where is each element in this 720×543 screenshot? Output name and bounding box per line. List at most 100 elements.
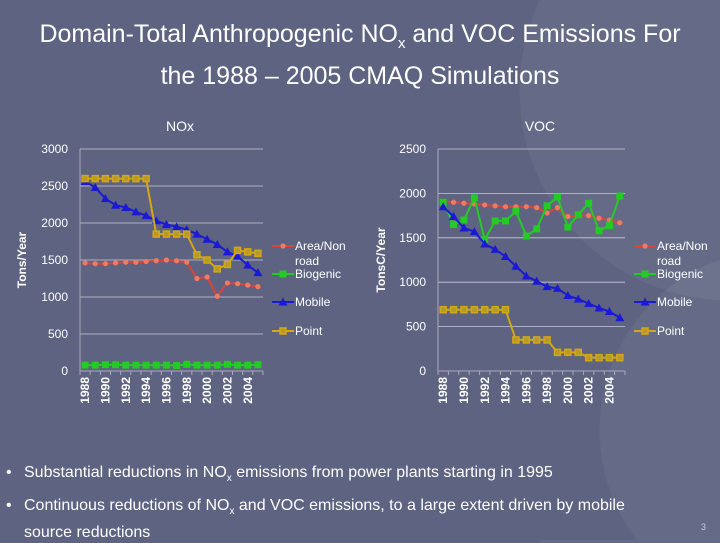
y-axis-label: Tons/Year [15,231,29,288]
legend-label: Mobile [295,295,331,309]
data-point [214,293,220,299]
data-point [173,258,180,264]
chart-nox: NOx Tons/Year 0 500 1000 1500 2000 2500 3000 1988… [15,118,346,404]
data-point [131,207,141,216]
data-point [222,247,232,256]
title-text: Domain-Total Anthropogenic NO [39,20,398,48]
legend-label: Mobile [657,295,693,309]
data-point [82,260,88,266]
series-line [442,205,621,319]
x-tick-label: 1990 [457,377,471,404]
x-tick-label: 1990 [98,377,112,404]
legend-label: Biogenic [295,267,341,281]
chart-title: NOx [166,118,194,134]
bullet-text: Continuous reductions of NO [24,497,230,514]
x-tick-label: 1996 [159,377,173,404]
legend-marker [640,297,650,306]
charts-area: NOx Tons/Year 0 500 1000 1500 2000 2500 3000 1988… [15,118,708,404]
series-point [439,305,624,362]
bullet-item: • Continuous reductions of NOx and VOC e… [6,495,696,543]
data-point [101,174,110,183]
data-point [132,174,140,183]
data-point [490,244,500,253]
data-point [564,223,572,231]
data-point [544,210,550,216]
data-point [173,361,181,369]
x-tick-label: 2004 [241,377,255,404]
data-point [152,361,160,369]
bullet-text: emissions from power plants starting in … [231,464,553,481]
data-point [122,361,130,369]
data-point [605,221,613,229]
data-point [523,204,529,210]
data-point [194,275,200,282]
legend-item: Biogenic [272,267,341,281]
data-point [584,353,593,362]
legend-item: Mobile [634,295,693,309]
page-number: 3 [700,522,706,532]
data-point [553,348,562,357]
data-point [482,202,488,208]
x-tick-label: 2000 [200,377,214,404]
data-point [543,336,551,344]
x-tick-label: 2000 [561,377,575,404]
data-point [142,361,150,369]
data-point [204,274,210,280]
data-point [123,259,129,265]
data-point [565,213,571,220]
data-point [223,360,231,368]
data-point [91,174,99,183]
x-tick-label: 1994 [139,377,153,404]
data-point [102,261,109,267]
data-point [491,217,499,225]
bullet-dot: • [6,497,12,514]
data-point [254,361,262,369]
data-point [460,305,468,314]
data-point [142,174,150,183]
data-point [143,258,149,265]
x-tick-label: 1992 [478,377,492,404]
data-point [172,222,182,231]
data-point [480,239,490,248]
data-point [470,194,478,202]
data-point [595,227,603,235]
series-area-non-road [82,257,261,299]
data-point [617,220,623,226]
data-point [224,280,231,286]
data-point [521,271,531,280]
data-point [502,204,509,210]
y-tick-label: 2000 [41,216,68,230]
series-point [81,174,262,273]
data-point [213,265,221,273]
series-line [443,200,621,224]
data-point [512,336,520,344]
data-point [438,202,448,211]
y-tick-label: 2500 [399,142,426,156]
data-point [111,200,121,209]
data-point [163,257,170,263]
data-point [553,193,561,201]
series-biogenic [81,360,262,369]
y-tick-label: 1000 [399,275,426,289]
legend-marker [641,327,649,335]
x-tick-label: 1992 [119,377,133,404]
y-axis-label: TonsC/Year [374,227,388,292]
y-tick-label: 2000 [399,186,426,200]
legend-label: Point [295,324,323,338]
x-tick-label: 2002 [582,377,596,404]
data-point [502,217,510,225]
data-point [223,260,232,269]
series-line [85,363,258,367]
legend-label: Biogenic [657,267,703,281]
data-point [153,258,159,264]
series-line [85,177,259,271]
data-point [133,259,139,265]
bullet-subscript: x [229,506,235,518]
data-point [533,225,541,233]
data-point [616,353,624,362]
legend-label: Area/Non [295,239,346,253]
bullet-dot: • [6,464,12,481]
data-point [449,305,458,314]
y-tick-label: 500 [406,320,426,334]
data-point [255,284,261,290]
